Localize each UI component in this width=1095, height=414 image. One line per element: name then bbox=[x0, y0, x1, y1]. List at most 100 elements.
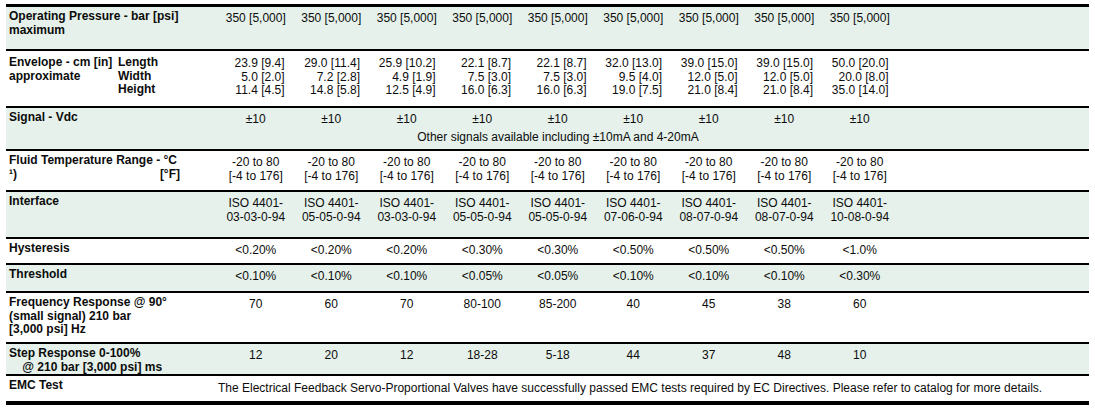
value-line: 48 bbox=[747, 349, 823, 363]
value-operating-pressure-col5: 350 [5,000] bbox=[520, 10, 596, 49]
value-line: 03-03-0-94 bbox=[369, 211, 445, 225]
value-hysteresis-col5: <0.30% bbox=[520, 242, 596, 263]
value-interface-col8: ISO 4401-08-07-0-94 bbox=[747, 195, 823, 237]
value-threshold-col2: <0.10% bbox=[294, 268, 370, 291]
value-line: 14.8 [5.8] bbox=[294, 84, 361, 98]
table-row-threshold: Threshold<0.10%<0.10%<0.10%<0.05%<0.05%<… bbox=[6, 263, 1089, 291]
value-line: 21.0 [8.4] bbox=[671, 84, 738, 98]
value-line: <0.30% bbox=[445, 244, 521, 258]
value-columns-envelope: 23.9 [9.4]5.0 [2.0]11.4 [4.5]29.0 [11.4]… bbox=[218, 56, 898, 106]
value-line: [-4 to 176] bbox=[822, 170, 898, 184]
value-line: -20 to 80 bbox=[596, 156, 672, 170]
value-columns-threshold: <0.10%<0.10%<0.10%<0.05%<0.05%<0.10%<0.1… bbox=[218, 268, 898, 291]
value-line: 05-05-0-94 bbox=[294, 211, 370, 225]
value-frequency-response-col4: 80-100 bbox=[445, 296, 521, 342]
value-line: ISO 4401- bbox=[294, 197, 370, 211]
value-line: 07-06-0-94 bbox=[596, 211, 672, 225]
value-operating-pressure-col7: 350 [5,000] bbox=[671, 10, 747, 49]
value-line: 21.0 [8.4] bbox=[747, 84, 814, 98]
value-line: 29.0 [11.4] bbox=[294, 57, 361, 71]
value-line: 38 bbox=[747, 298, 823, 312]
row-label-envelope: Envelope - cm [in]approximateLengthWidth… bbox=[6, 56, 218, 106]
value-frequency-response-col1: 70 bbox=[218, 296, 294, 342]
row-label-frequency-response: Frequency Response @ 90°(small signal) 2… bbox=[6, 296, 218, 342]
value-threshold-col9: <0.30% bbox=[822, 268, 898, 291]
label-line: Threshold bbox=[9, 268, 218, 282]
value-step-response-col9: 10 bbox=[822, 347, 898, 374]
value-line: 32.0 [13.0] bbox=[596, 57, 663, 71]
value-frequency-response-col8: 38 bbox=[747, 296, 823, 342]
label-line: Signal - Vdc bbox=[9, 111, 218, 125]
value-line: <0.20% bbox=[294, 244, 370, 258]
value-columns-signal: ±10±10±10±10±10±10±10±10±10 bbox=[218, 111, 898, 127]
value-frequency-response-col2: 60 bbox=[294, 296, 370, 342]
value-frequency-response-col7: 45 bbox=[671, 296, 747, 342]
value-line: <0.10% bbox=[671, 270, 747, 284]
value-line: 03-03-0-94 bbox=[218, 211, 294, 225]
value-line: 7.5 [3.0] bbox=[445, 71, 512, 85]
value-line: ±10 bbox=[520, 113, 596, 127]
value-line: ISO 4401- bbox=[445, 197, 521, 211]
value-operating-pressure-col8: 350 [5,000] bbox=[747, 10, 823, 49]
sub-labels-envelope: LengthWidthHeight bbox=[118, 56, 218, 106]
value-line: <0.10% bbox=[747, 270, 823, 284]
label-line: @ 210 bar [3,000 psi] ms bbox=[9, 361, 218, 375]
value-line: ISO 4401- bbox=[747, 197, 823, 211]
value-hysteresis-col7: <0.50% bbox=[671, 242, 747, 263]
row-label-fluid-temperature: Fluid Temperature Range - °C¹)[°F] bbox=[6, 154, 218, 190]
value-envelope-col9: 50.0 [20.0]20.0 [8.0]35.0 [14.0] bbox=[822, 56, 898, 106]
value-line: 39.0 [15.0] bbox=[747, 57, 814, 71]
value-operating-pressure-col9: 350 [5,000] bbox=[822, 10, 898, 49]
value-line: 40 bbox=[596, 298, 672, 312]
value-line: -20 to 80 bbox=[445, 156, 521, 170]
value-line: <0.30% bbox=[520, 244, 596, 258]
table-row-hysteresis: Hysteresis<0.20%<0.20%<0.20%<0.30%<0.30%… bbox=[6, 237, 1089, 263]
value-threshold-col6: <0.10% bbox=[596, 268, 672, 291]
value-hysteresis-col8: <0.50% bbox=[747, 242, 823, 263]
value-frequency-response-col6: 40 bbox=[596, 296, 672, 342]
value-fluid-temperature-col3: -20 to 80[-4 to 176] bbox=[369, 154, 445, 190]
value-line: ISO 4401- bbox=[596, 197, 672, 211]
value-hysteresis-col2: <0.20% bbox=[294, 242, 370, 263]
row-label-interface: Interface bbox=[6, 195, 218, 237]
value-line: [-4 to 176] bbox=[596, 170, 672, 184]
value-envelope-col2: 29.0 [11.4]7.2 [2.8]14.8 [5.8] bbox=[294, 56, 370, 106]
label-line: Hysteresis bbox=[9, 242, 218, 256]
table-row-fluid-temperature: Fluid Temperature Range - °C¹)[°F]-20 to… bbox=[6, 149, 1089, 190]
value-line: 05-05-0-94 bbox=[520, 211, 596, 225]
value-columns-frequency-response: 70607080-10085-20040453860 bbox=[218, 296, 898, 342]
value-line: ISO 4401- bbox=[822, 197, 898, 211]
value-envelope-col7: 39.0 [15.0]12.0 [5.0]21.0 [8.4] bbox=[671, 56, 747, 106]
value-signal-col9: ±10 bbox=[822, 111, 898, 127]
value-signal-col1: ±10 bbox=[218, 111, 294, 127]
value-step-response-col5: 5-18 bbox=[520, 347, 596, 374]
value-line: 60 bbox=[294, 298, 370, 312]
value-line: -20 to 80 bbox=[294, 156, 370, 170]
value-operating-pressure-col3: 350 [5,000] bbox=[369, 10, 445, 49]
value-threshold-col5: <0.05% bbox=[520, 268, 596, 291]
value-line: ±10 bbox=[445, 113, 521, 127]
value-line: [-4 to 176] bbox=[445, 170, 521, 184]
value-line: 350 [5,000] bbox=[747, 12, 823, 26]
value-line: 08-07-0-94 bbox=[747, 211, 823, 225]
value-signal-col3: ±10 bbox=[369, 111, 445, 127]
value-line: ±10 bbox=[369, 113, 445, 127]
value-line: 12.5 [4.9] bbox=[369, 84, 436, 98]
value-line: ±10 bbox=[747, 113, 823, 127]
label-line: Operating Pressure - bar [psi] bbox=[9, 10, 218, 24]
value-signal-col2: ±10 bbox=[294, 111, 370, 127]
value-line: 5-18 bbox=[520, 349, 596, 363]
value-line: 22.1 [8.7] bbox=[520, 57, 587, 71]
value-step-response-col4: 18-28 bbox=[445, 347, 521, 374]
value-line: [-4 to 176] bbox=[369, 170, 445, 184]
value-interface-col6: ISO 4401-07-06-0-94 bbox=[596, 195, 672, 237]
value-line: -20 to 80 bbox=[218, 156, 294, 170]
value-interface-col2: ISO 4401-05-05-0-94 bbox=[294, 195, 370, 237]
value-line: 19.0 [7.5] bbox=[596, 84, 663, 98]
row-text-emc-test: The Electrical Feedback Servo-Proportion… bbox=[218, 379, 1089, 401]
value-columns-operating-pressure: 350 [5,000]350 [5,000]350 [5,000]350 [5,… bbox=[218, 10, 898, 49]
value-interface-col5: ISO 4401-05-05-0-94 bbox=[520, 195, 596, 237]
value-line: [-4 to 176] bbox=[671, 170, 747, 184]
row-label-step-response: Step Response 0-100% @ 210 bar [3,000 ps… bbox=[6, 347, 218, 374]
value-line: 350 [5,000] bbox=[218, 12, 294, 26]
